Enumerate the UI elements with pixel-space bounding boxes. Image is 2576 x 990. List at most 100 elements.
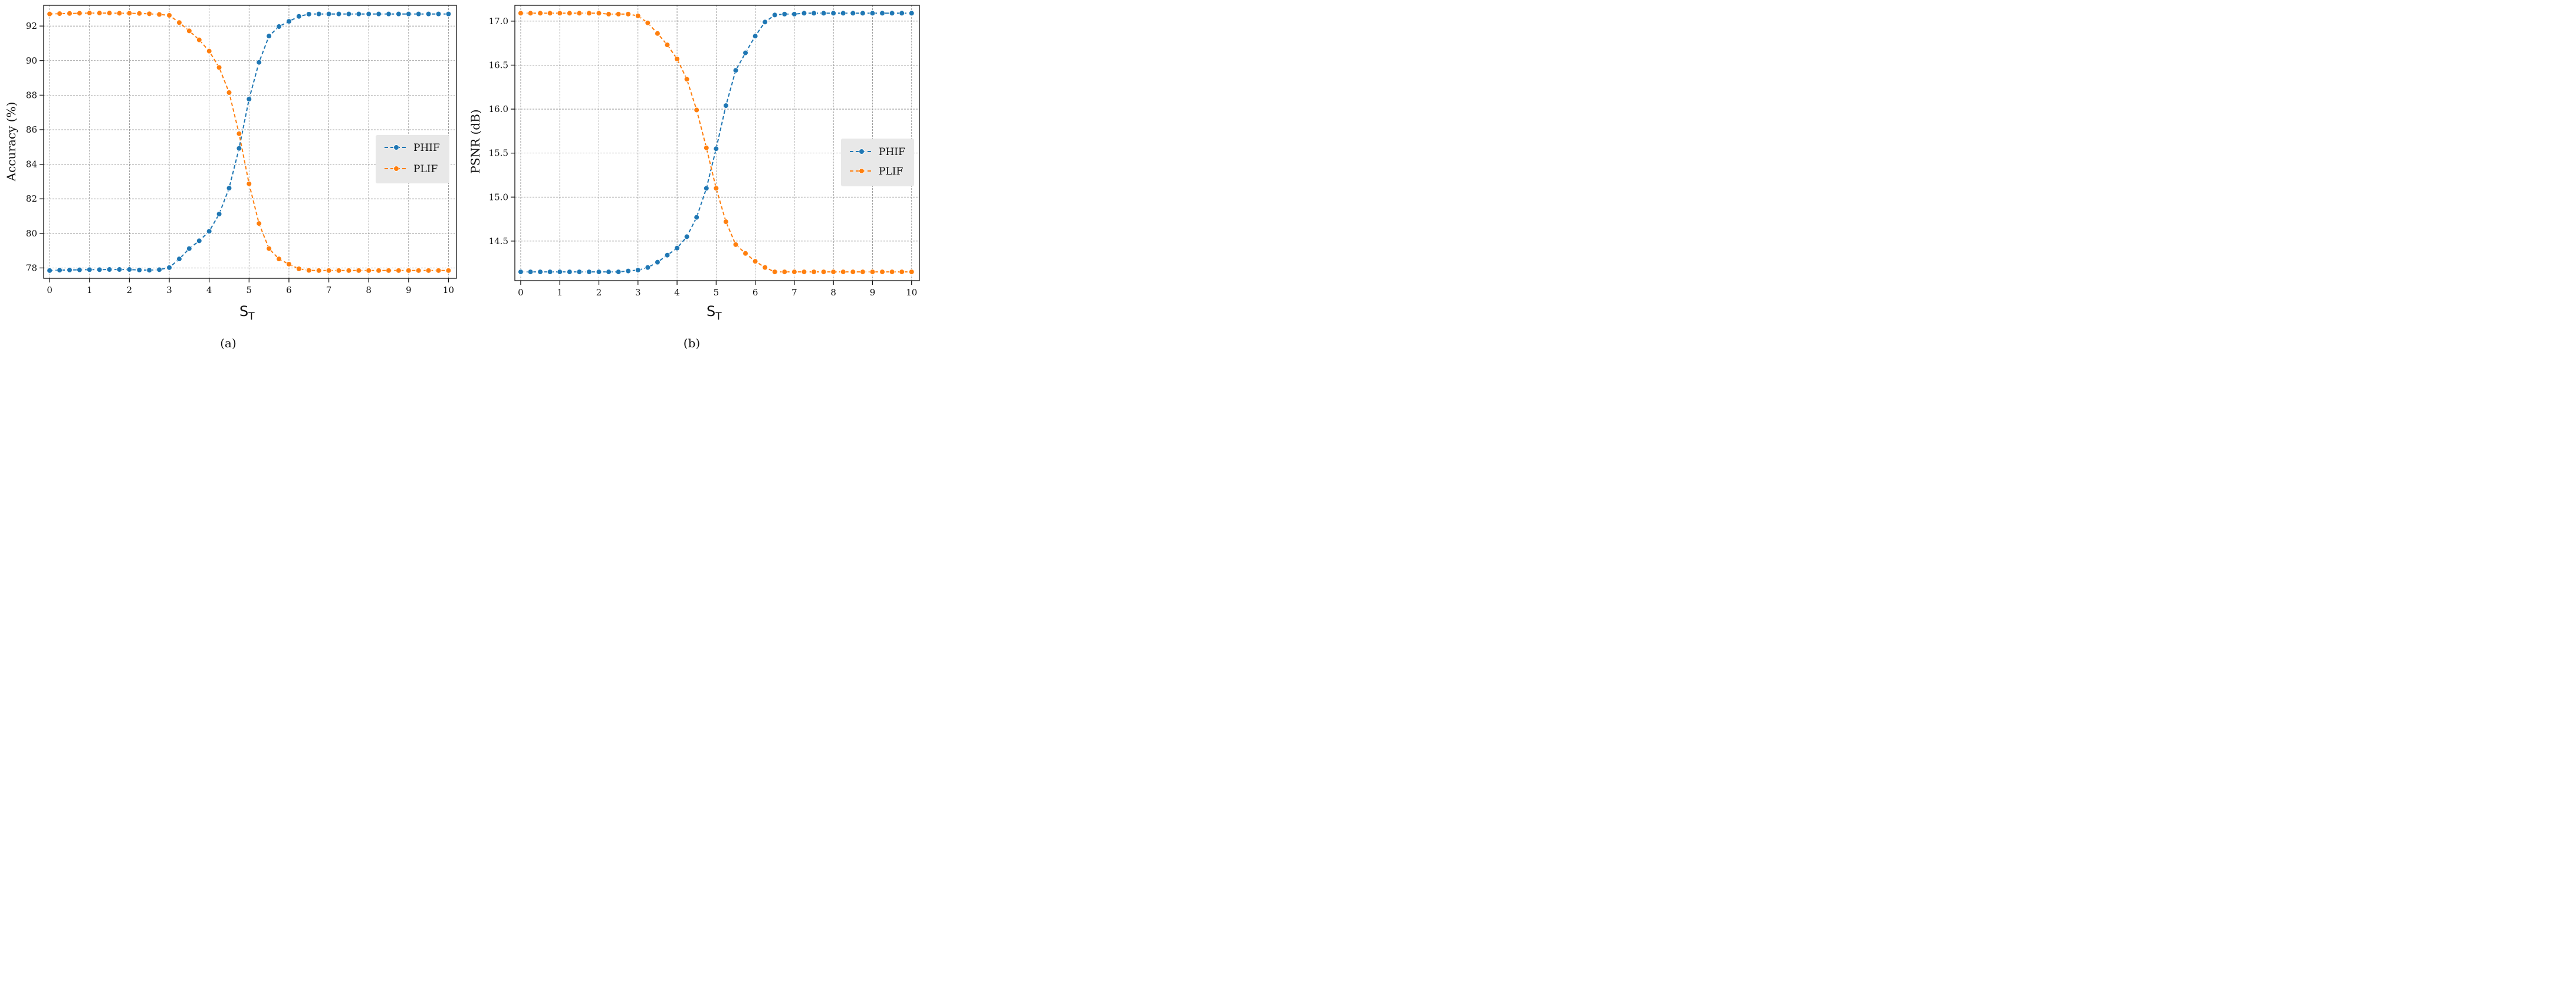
data-point-plif	[722, 219, 729, 225]
data-point-plif	[586, 10, 592, 17]
tick-marks-b: 0 1 2 3 4 5 6 7 8 9 10 14.5 15.0 15.5 16.0 16.5 17.0	[489, 16, 918, 298]
data-point-plif	[216, 64, 222, 71]
y-tick-label: 14.5	[489, 236, 508, 246]
data-point-phif	[557, 269, 563, 275]
data-point-phif	[47, 267, 53, 274]
data-point-phif	[830, 10, 837, 17]
data-point-plif	[615, 11, 622, 17]
data-point-plif	[771, 269, 778, 275]
data-point-plif	[654, 30, 661, 37]
data-point-phif	[316, 11, 322, 17]
x-axis-label-sub-a: T	[248, 311, 255, 323]
data-point-phif	[722, 103, 729, 109]
x-tick-label: 6	[753, 287, 758, 298]
data-point-phif	[869, 10, 876, 17]
x-axis-label-main-b: S	[707, 303, 715, 320]
data-point-plif	[47, 11, 53, 17]
data-point-phif	[246, 96, 252, 103]
data-point-phif	[840, 10, 846, 17]
data-point-phif	[216, 211, 222, 217]
data-point-plif	[694, 107, 700, 113]
data-point-plif	[850, 269, 856, 275]
data-point-phif	[366, 11, 372, 17]
y-tick-label: 16.5	[489, 60, 508, 70]
data-point-phif	[305, 11, 312, 17]
x-tick-label: 8	[830, 287, 836, 298]
data-point-phif	[176, 256, 182, 262]
data-point-phif	[226, 185, 232, 192]
data-point-plif	[576, 10, 583, 17]
y-tick-label: 17.0	[489, 16, 508, 27]
x-tick-label: 7	[791, 287, 797, 298]
data-point-phif	[781, 11, 788, 17]
legend-a: PHIF PLIF	[376, 135, 449, 183]
data-point-plif	[840, 269, 846, 275]
x-tick-label: 4	[674, 287, 680, 298]
legend-marker-plif-b	[859, 168, 865, 174]
data-point-plif	[606, 11, 612, 17]
data-point-phif	[126, 267, 133, 273]
data-point-plif	[425, 267, 432, 274]
data-point-phif	[635, 267, 641, 274]
data-point-plif	[305, 267, 312, 274]
data-point-phif	[106, 267, 113, 273]
panel-label-a: (a)	[220, 336, 236, 350]
y-tick-label: 82	[26, 193, 37, 204]
data-point-phif	[879, 10, 886, 17]
legend-label-phif-b: PHIF	[879, 146, 905, 158]
data-point-plif	[336, 267, 342, 274]
data-point-plif	[116, 10, 123, 17]
data-point-phif	[791, 11, 797, 17]
x-tick-label: 3	[635, 287, 641, 298]
data-point-phif	[435, 11, 442, 17]
data-point-phif	[596, 269, 602, 275]
y-axis-label-a: Accuracy (%)	[4, 102, 18, 182]
data-point-plif	[246, 180, 252, 187]
data-point-phif	[445, 11, 452, 17]
data-point-phif	[850, 10, 856, 17]
x-tick-label: 5	[247, 285, 252, 295]
x-tick-label: 8	[366, 285, 372, 295]
legend-b: PHIF PLIF	[841, 139, 914, 186]
x-tick-label: 2	[127, 285, 133, 295]
legend-label-phif-a: PHIF	[413, 142, 440, 154]
panel-label-b: (b)	[684, 336, 700, 350]
y-tick-label: 15.5	[489, 148, 508, 159]
data-point-phif	[236, 145, 242, 152]
series-line-phif	[520, 12, 912, 273]
data-point-phif	[908, 10, 915, 17]
data-point-plif	[899, 269, 905, 275]
data-point-plif	[176, 19, 182, 26]
data-point-phif	[326, 11, 332, 17]
data-point-phif	[801, 10, 807, 17]
data-point-phif	[206, 228, 212, 235]
data-point-plif	[196, 37, 202, 43]
data-point-phif	[859, 10, 866, 17]
y-tick-label: 86	[26, 124, 37, 135]
data-point-plif	[645, 19, 651, 26]
y-axis-label-b: PSNR (dB)	[468, 109, 482, 173]
series-group-a	[47, 10, 452, 274]
data-point-phif	[295, 13, 302, 19]
data-point-plif	[285, 261, 292, 267]
data-point-plif	[859, 269, 866, 275]
data-point-phif	[625, 268, 632, 274]
data-point-phif	[116, 267, 123, 273]
data-point-plif	[405, 267, 412, 274]
y-tick-label: 84	[26, 159, 37, 170]
data-point-phif	[256, 59, 262, 65]
data-point-phif	[266, 33, 272, 40]
x-axis-label-main-a: S	[239, 303, 248, 320]
y-tick-label: 16.0	[489, 104, 508, 114]
data-point-phif	[742, 50, 749, 56]
data-point-plif	[66, 10, 73, 17]
data-point-phif	[527, 269, 534, 275]
data-point-phif	[186, 245, 192, 252]
data-point-plif	[445, 267, 452, 274]
x-tick-label: 0	[518, 287, 524, 298]
data-point-phif	[57, 267, 63, 274]
data-point-phif	[86, 267, 93, 273]
